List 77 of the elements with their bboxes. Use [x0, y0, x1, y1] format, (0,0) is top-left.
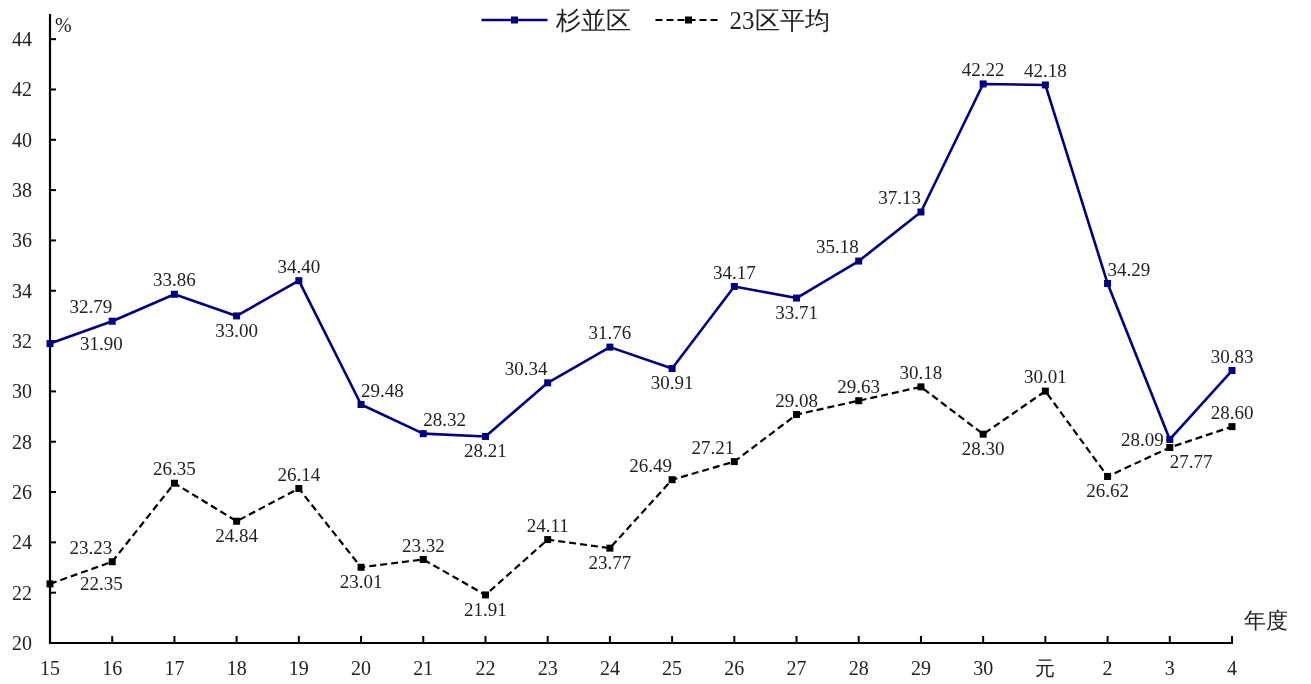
xtick-label: 23 [537, 657, 558, 679]
data-label: 24.11 [526, 514, 569, 536]
data-label: 35.18 [816, 236, 859, 258]
data-label: 33.00 [215, 319, 258, 341]
legend-label: 杉並区 [555, 6, 631, 34]
xtick-label: 15 [40, 657, 60, 679]
data-label: 29.08 [775, 389, 818, 411]
xtick-label: 22 [475, 657, 496, 679]
data-label: 28.60 [1210, 401, 1254, 423]
data-label: 28.21 [464, 440, 507, 462]
xtick-label: 30 [973, 657, 994, 679]
ytick-label: 30 [12, 380, 32, 403]
xtick-label: 3 [1164, 657, 1175, 679]
data-label: 26.14 [277, 463, 321, 485]
data-label: 33.86 [153, 269, 196, 291]
ytick-label: 26 [12, 481, 32, 504]
xtick-label: 19 [288, 657, 309, 679]
data-label: 30.91 [650, 372, 694, 394]
xlabel: 年度 [1244, 607, 1288, 633]
xtick-label: 18 [226, 657, 247, 679]
ytick-label: 40 [12, 128, 32, 151]
data-label: 30.83 [1210, 345, 1254, 367]
data-label: 34.17 [712, 261, 756, 283]
xtick-label: 26 [724, 657, 745, 679]
data-label: 23.32 [401, 534, 445, 556]
data-label: 24.84 [215, 525, 258, 547]
data-label: 23.77 [588, 552, 632, 574]
ytick-label: 24 [12, 531, 32, 554]
data-label: 30.34 [504, 357, 548, 379]
ytick-label: 34 [12, 279, 32, 302]
data-label: 42.22 [961, 59, 1005, 81]
xtick-label: 20 [351, 657, 372, 679]
data-label: 34.40 [277, 255, 321, 277]
data-label: 31.90 [80, 333, 123, 355]
data-label: 28.09 [1121, 428, 1164, 450]
xtick-label: 元 [1035, 657, 1056, 679]
data-label: 27.21 [691, 436, 735, 458]
xtick-label: 16 [102, 657, 123, 679]
xtick-label: 21 [413, 657, 434, 679]
data-label: 32.79 [69, 296, 113, 318]
data-label: 26.62 [1086, 480, 1129, 502]
ytick-label: 36 [12, 229, 32, 252]
data-label: 28.32 [423, 408, 466, 430]
data-label: 29.48 [361, 379, 404, 401]
data-label: 34.29 [1107, 258, 1151, 280]
data-label: 21.91 [464, 598, 507, 620]
xtick-label: 29 [910, 657, 931, 679]
data-label: 29.63 [837, 375, 881, 397]
data-label: 30.18 [899, 361, 943, 383]
ytick-label: 32 [12, 330, 32, 353]
legend-label: 23区平均 [729, 6, 830, 34]
data-label: 22.35 [80, 573, 123, 595]
data-label: 27.77 [1169, 451, 1213, 473]
data-label: 37.13 [878, 187, 921, 209]
data-label: 28.30 [961, 438, 1005, 460]
data-label: 26.35 [153, 458, 196, 480]
ylabel: % [55, 14, 72, 36]
data-label: 26.49 [629, 454, 673, 476]
data-label: 31.76 [588, 322, 632, 344]
xtick-label: 28 [848, 657, 869, 679]
xtick-label: 27 [786, 657, 807, 679]
xtick-label: 17 [164, 657, 185, 679]
xtick-label: 2 [1102, 657, 1113, 679]
data-label: 23.23 [69, 536, 113, 558]
ytick-label: 38 [12, 179, 32, 202]
data-label: 33.71 [775, 301, 818, 323]
ytick-label: 20 [12, 632, 32, 654]
xtick-label: 25 [662, 657, 683, 679]
ytick-label: 44 [12, 28, 32, 51]
data-label: 42.18 [1024, 60, 1067, 82]
xtick-label: 4 [1227, 657, 1237, 679]
ytick-label: 22 [12, 581, 32, 604]
xtick-label: 24 [599, 657, 620, 679]
ytick-label: 42 [12, 78, 32, 101]
data-label: 30.01 [1024, 366, 1067, 388]
data-label: 23.01 [339, 571, 383, 593]
ytick-label: 28 [12, 430, 32, 453]
